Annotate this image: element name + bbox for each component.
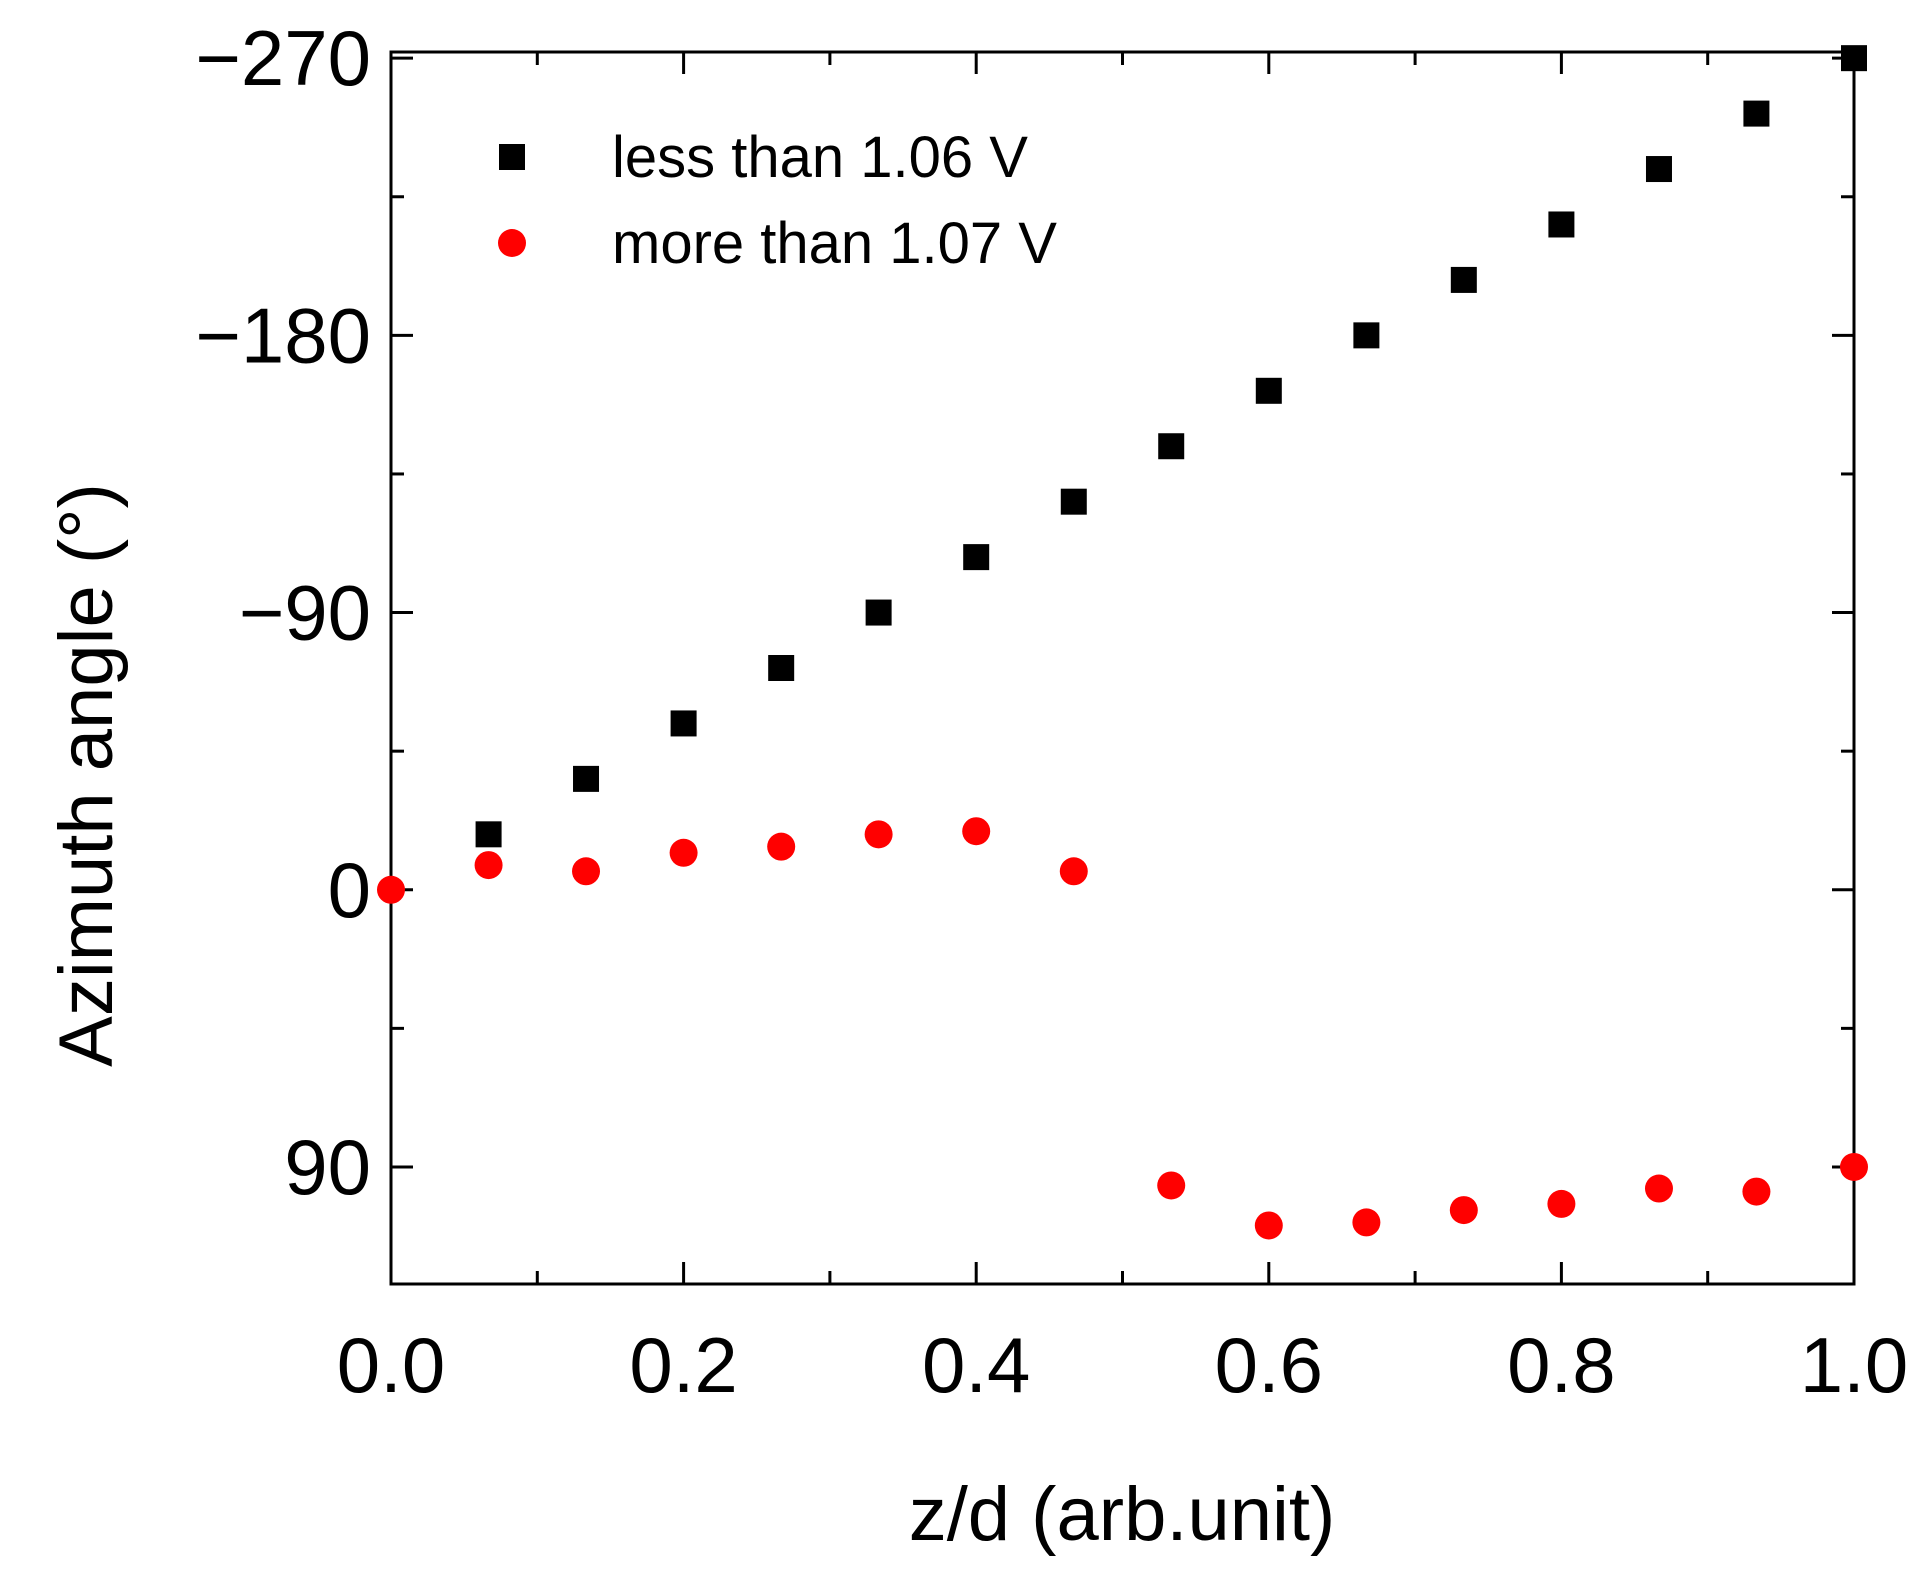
data-point-square xyxy=(865,599,892,626)
y-tick-label: −180 xyxy=(195,291,371,379)
data-point-square xyxy=(670,710,697,737)
legend: less than 1.06 V more than 1.07 V xyxy=(498,125,1057,276)
data-point-circle xyxy=(572,857,601,886)
series-less-than-1.06V xyxy=(475,45,1867,848)
y-tick-label: −270 xyxy=(195,14,371,102)
series-more-than-1.07V xyxy=(377,817,1868,1240)
data-point-circle xyxy=(1449,1196,1478,1225)
data-point-square xyxy=(768,655,795,681)
data-point-square xyxy=(1841,45,1867,72)
data-point-circle xyxy=(1742,1177,1771,1206)
data-point-circle xyxy=(669,838,698,867)
data-point-square xyxy=(1255,377,1282,404)
x-tick-label: 1.0 xyxy=(1800,1321,1908,1409)
data-point-circle xyxy=(767,832,796,861)
x-tick-label: 0.4 xyxy=(922,1321,1030,1409)
data-point-square xyxy=(475,821,502,848)
x-tick-label: 0.2 xyxy=(629,1321,737,1409)
x-tick-label: 0.6 xyxy=(1215,1321,1323,1409)
y-tick-label: 90 xyxy=(284,1123,371,1211)
plot-frame xyxy=(389,50,1856,1286)
x-tick-label: 0.0 xyxy=(337,1321,445,1409)
legend-marker-square xyxy=(499,144,525,170)
data-point-square xyxy=(1548,211,1575,238)
tick-labels: 0.0 0.2 0.4 0.6 0.8 1.0 −270 −180 −90 0 90 xyxy=(195,14,1908,1409)
data-point-square xyxy=(1645,156,1672,183)
data-point-square xyxy=(1743,100,1770,127)
y-tick-label: 0 xyxy=(328,846,371,934)
data-point-circle xyxy=(1352,1208,1381,1237)
data-point-circle xyxy=(1644,1174,1673,1203)
x-tick-label: 0.8 xyxy=(1507,1321,1615,1409)
axis-ticks xyxy=(389,52,1856,1284)
y-tick-label: −90 xyxy=(239,569,371,657)
data-point-circle xyxy=(1157,1171,1186,1200)
data-point-circle xyxy=(1254,1211,1283,1240)
legend-label: more than 1.07 V xyxy=(612,211,1057,276)
data-point-circle xyxy=(474,851,503,880)
data-point-square xyxy=(963,544,990,571)
legend-marker-circle xyxy=(498,229,526,257)
data-point-circle xyxy=(864,820,893,849)
data-point-circle xyxy=(1840,1152,1868,1181)
data-point-square xyxy=(1158,433,1185,460)
data-point-circle xyxy=(1547,1189,1576,1218)
data-point-square xyxy=(1353,322,1380,349)
y-axis-title: Azimuth angle (°) xyxy=(44,483,129,1067)
legend-label: less than 1.06 V xyxy=(612,125,1028,190)
data-point-square xyxy=(573,765,600,792)
data-point-circle xyxy=(1059,857,1088,886)
x-axis-title: z/d (arb.unit) xyxy=(909,1472,1336,1557)
data-point-circle xyxy=(962,817,991,846)
data-point-square xyxy=(1060,488,1087,515)
data-point-circle xyxy=(377,875,405,904)
data-point-square xyxy=(1450,266,1477,293)
data-series xyxy=(377,45,1868,1240)
